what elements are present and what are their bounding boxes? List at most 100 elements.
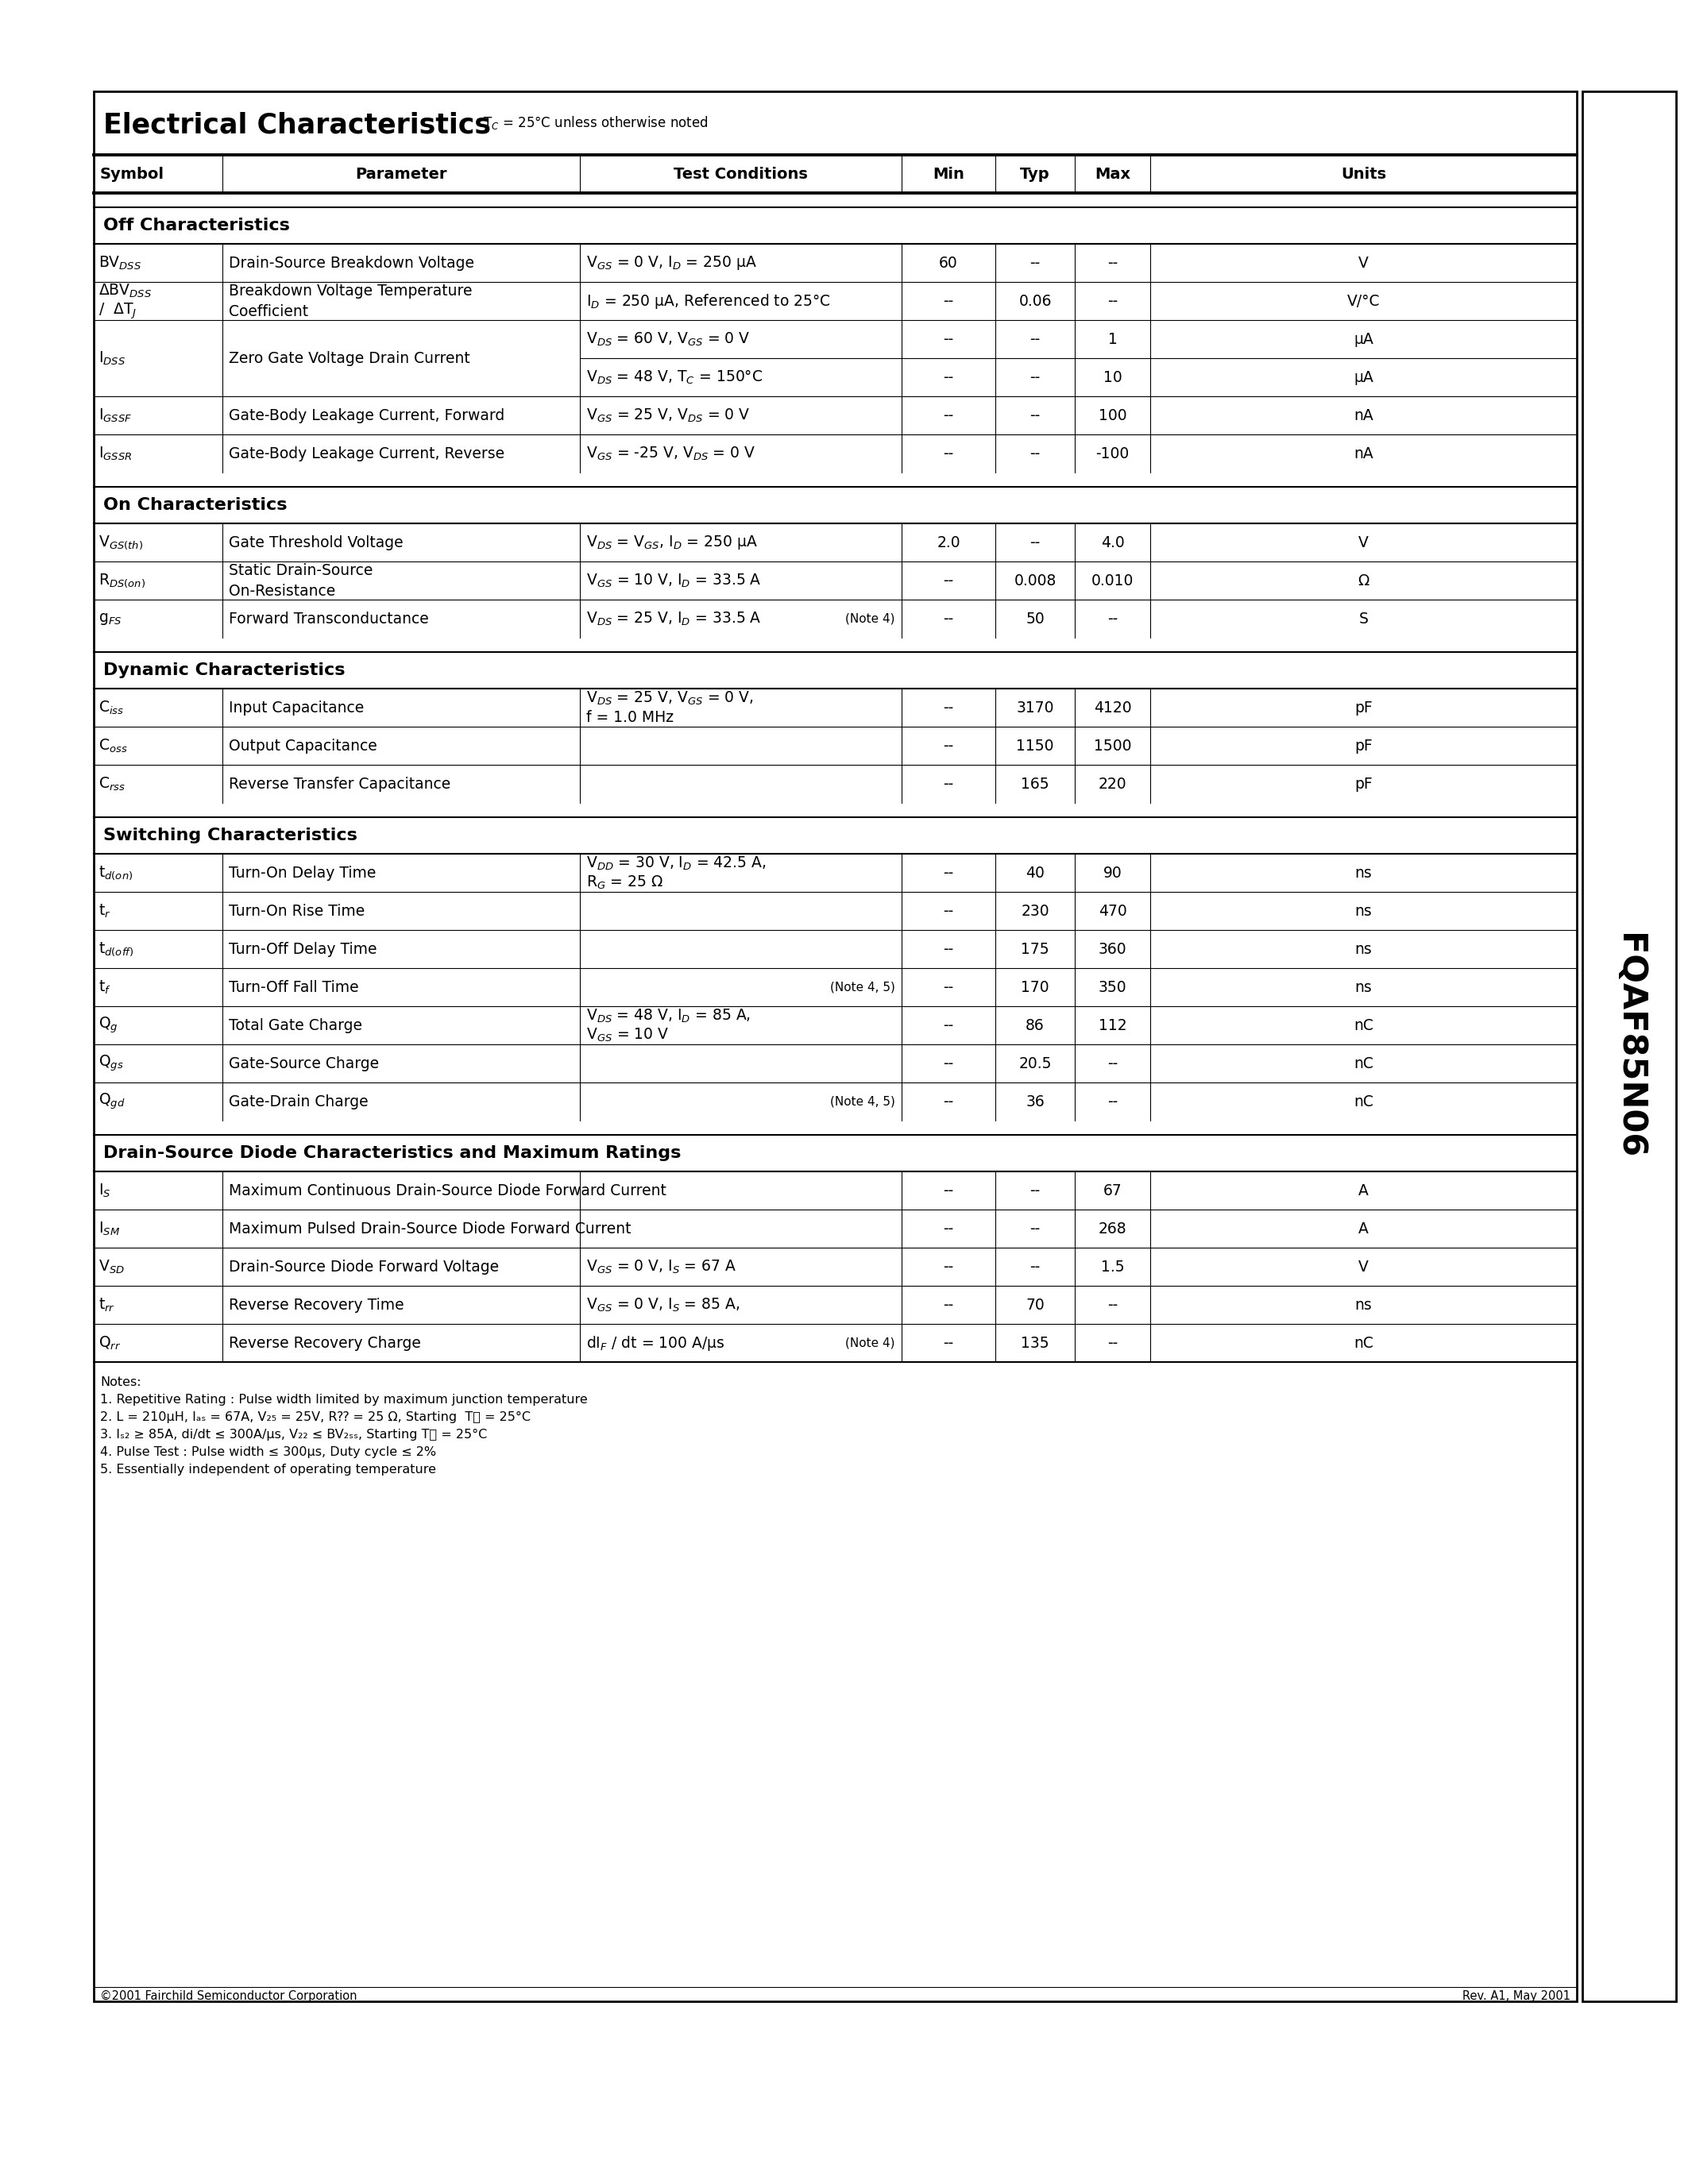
Text: 86: 86 [1026, 1018, 1045, 1033]
Text: --: -- [944, 1260, 954, 1273]
Text: V$_{GS}$ = 25 V, V$_{DS}$ = 0 V: V$_{GS}$ = 25 V, V$_{DS}$ = 0 V [586, 406, 749, 424]
Text: V$_{GS}$ = 0 V, I$_S$ = 67 A: V$_{GS}$ = 0 V, I$_S$ = 67 A [586, 1258, 736, 1275]
Text: --: -- [944, 612, 954, 627]
Text: Notes:: Notes: [100, 1376, 142, 1389]
Text: Forward Transconductance: Forward Transconductance [230, 612, 429, 627]
Text: nC: nC [1354, 1055, 1374, 1070]
Text: S: S [1359, 612, 1369, 627]
Text: V$_{DS}$ = 48 V, T$_C$ = 150°C: V$_{DS}$ = 48 V, T$_C$ = 150°C [586, 369, 763, 387]
Text: Q$_g$: Q$_g$ [98, 1016, 118, 1035]
Text: Gate Threshold Voltage: Gate Threshold Voltage [230, 535, 403, 550]
Text: --: -- [944, 981, 954, 994]
Text: Test Conditions: Test Conditions [674, 166, 809, 181]
Text: --: -- [1107, 1055, 1117, 1070]
Text: Q$_{gd}$: Q$_{gd}$ [98, 1092, 125, 1112]
Text: V$_{GS}$ = 10 V: V$_{GS}$ = 10 V [586, 1026, 668, 1044]
Text: --: -- [944, 1094, 954, 1109]
Text: (Note 4, 5): (Note 4, 5) [830, 1096, 895, 1107]
Text: --: -- [944, 775, 954, 791]
Text: R$_G$ = 25 Ω: R$_G$ = 25 Ω [586, 874, 663, 891]
Text: Total Gate Charge: Total Gate Charge [230, 1018, 363, 1033]
Text: Ω: Ω [1357, 572, 1369, 587]
Text: I$_{GSSF}$: I$_{GSSF}$ [98, 406, 132, 424]
Text: Dynamic Characteristics: Dynamic Characteristics [103, 662, 344, 679]
Text: nC: nC [1354, 1018, 1374, 1033]
Text: On Characteristics: On Characteristics [103, 498, 287, 513]
Text: t$_{rr}$: t$_{rr}$ [98, 1297, 115, 1313]
Text: I$_{SM}$: I$_{SM}$ [98, 1221, 120, 1236]
Text: V$_{DD}$ = 30 V, I$_D$ = 42.5 A,: V$_{DD}$ = 30 V, I$_D$ = 42.5 A, [586, 854, 766, 871]
Text: V$_{DS}$ = 48 V, I$_D$ = 85 A,: V$_{DS}$ = 48 V, I$_D$ = 85 A, [586, 1007, 751, 1024]
Text: Gate-Body Leakage Current, Reverse: Gate-Body Leakage Current, Reverse [230, 446, 505, 461]
Text: Breakdown Voltage Temperature: Breakdown Voltage Temperature [230, 284, 473, 299]
Text: --: -- [944, 941, 954, 957]
Text: 4. Pulse Test : Pulse width ≤ 300μs, Duty cycle ≤ 2%: 4. Pulse Test : Pulse width ≤ 300μs, Dut… [100, 1446, 436, 1459]
Text: BV$_{DSS}$: BV$_{DSS}$ [98, 253, 142, 271]
Text: --: -- [1107, 1334, 1117, 1350]
Text: pF: pF [1354, 701, 1372, 714]
Text: 60: 60 [939, 256, 957, 271]
Text: 2.0: 2.0 [937, 535, 960, 550]
Text: Parameter: Parameter [354, 166, 447, 181]
Text: 70: 70 [1026, 1297, 1045, 1313]
Text: t$_{d(on)}$: t$_{d(on)}$ [98, 865, 133, 880]
Text: I$_{DSS}$: I$_{DSS}$ [98, 349, 125, 367]
Text: t$_f$: t$_f$ [98, 978, 111, 996]
Text: V$_{DS}$ = 25 V, V$_{GS}$ = 0 V,: V$_{DS}$ = 25 V, V$_{GS}$ = 0 V, [586, 690, 753, 708]
Text: Q$_{rr}$: Q$_{rr}$ [98, 1334, 122, 1352]
Text: Coefficient: Coefficient [230, 304, 309, 319]
Text: 1150: 1150 [1016, 738, 1053, 753]
Text: --: -- [1030, 1184, 1040, 1199]
Text: 90: 90 [1102, 865, 1123, 880]
Text: pF: pF [1354, 738, 1372, 753]
Text: FQAF85N06: FQAF85N06 [1612, 933, 1646, 1160]
Text: Maximum Continuous Drain-Source Diode Forward Current: Maximum Continuous Drain-Source Diode Fo… [230, 1184, 667, 1199]
Text: Electrical Characteristics: Electrical Characteristics [103, 111, 491, 138]
Text: 350: 350 [1099, 981, 1126, 994]
Text: μA: μA [1354, 369, 1374, 384]
Text: --: -- [1107, 1094, 1117, 1109]
Text: R$_{DS(on)}$: R$_{DS(on)}$ [98, 572, 145, 590]
Text: --: -- [944, 904, 954, 919]
Text: V$_{GS}$ = 10 V, I$_D$ = 33.5 A: V$_{GS}$ = 10 V, I$_D$ = 33.5 A [586, 572, 761, 590]
Text: I$_D$ = 250 μA, Referenced to 25°C: I$_D$ = 250 μA, Referenced to 25°C [586, 293, 830, 310]
Text: dI$_F$ / dt = 100 A/μs: dI$_F$ / dt = 100 A/μs [586, 1334, 724, 1352]
Text: V$_{DS}$ = 25 V, I$_D$ = 33.5 A: V$_{DS}$ = 25 V, I$_D$ = 33.5 A [586, 609, 761, 627]
Text: Units: Units [1340, 166, 1386, 181]
Text: Drain-Source Breakdown Voltage: Drain-Source Breakdown Voltage [230, 256, 474, 271]
Text: --: -- [944, 1055, 954, 1070]
Bar [95, 92, 1577, 2001]
Text: --: -- [944, 369, 954, 384]
Text: 4120: 4120 [1094, 701, 1131, 714]
Text: 5. Essentially independent of operating temperature: 5. Essentially independent of operating … [100, 1463, 436, 1476]
Text: V$_{DS}$ = V$_{GS}$, I$_D$ = 250 μA: V$_{DS}$ = V$_{GS}$, I$_D$ = 250 μA [586, 533, 758, 550]
Text: V$_{GS}$ = 0 V, I$_S$ = 85 A,: V$_{GS}$ = 0 V, I$_S$ = 85 A, [586, 1297, 739, 1313]
Text: Reverse Recovery Charge: Reverse Recovery Charge [230, 1334, 420, 1350]
Text: 268: 268 [1099, 1221, 1126, 1236]
Text: Typ: Typ [1020, 166, 1050, 181]
Text: --: -- [1030, 535, 1040, 550]
Text: Gate-Body Leakage Current, Forward: Gate-Body Leakage Current, Forward [230, 408, 505, 424]
Text: V: V [1359, 256, 1369, 271]
Text: --: -- [944, 701, 954, 714]
Text: Drain-Source Diode Forward Voltage: Drain-Source Diode Forward Voltage [230, 1260, 500, 1273]
Text: V$_{GS(th)}$: V$_{GS(th)}$ [98, 535, 143, 550]
Text: --: -- [1030, 256, 1040, 271]
Text: ns: ns [1355, 904, 1372, 919]
Text: --: -- [1107, 256, 1117, 271]
Text: V: V [1359, 1260, 1369, 1273]
Text: T$_C$ = 25°C unless otherwise noted: T$_C$ = 25°C unless otherwise noted [483, 114, 709, 131]
Text: ΔBV$_{DSS}$: ΔBV$_{DSS}$ [98, 282, 152, 299]
Text: f = 1.0 MHz: f = 1.0 MHz [586, 710, 674, 725]
Text: Zero Gate Voltage Drain Current: Zero Gate Voltage Drain Current [230, 352, 469, 365]
Text: Input Capacitance: Input Capacitance [230, 701, 365, 714]
Text: ns: ns [1355, 981, 1372, 994]
Text: Turn-Off Delay Time: Turn-Off Delay Time [230, 941, 376, 957]
Text: Drain-Source Diode Characteristics and Maximum Ratings: Drain-Source Diode Characteristics and M… [103, 1144, 680, 1162]
Text: 10: 10 [1102, 369, 1123, 384]
Text: C$_{oss}$: C$_{oss}$ [98, 738, 128, 753]
Text: --: -- [1107, 612, 1117, 627]
Text: --: -- [1030, 332, 1040, 347]
Text: A: A [1359, 1184, 1369, 1199]
Text: --: -- [944, 1184, 954, 1199]
